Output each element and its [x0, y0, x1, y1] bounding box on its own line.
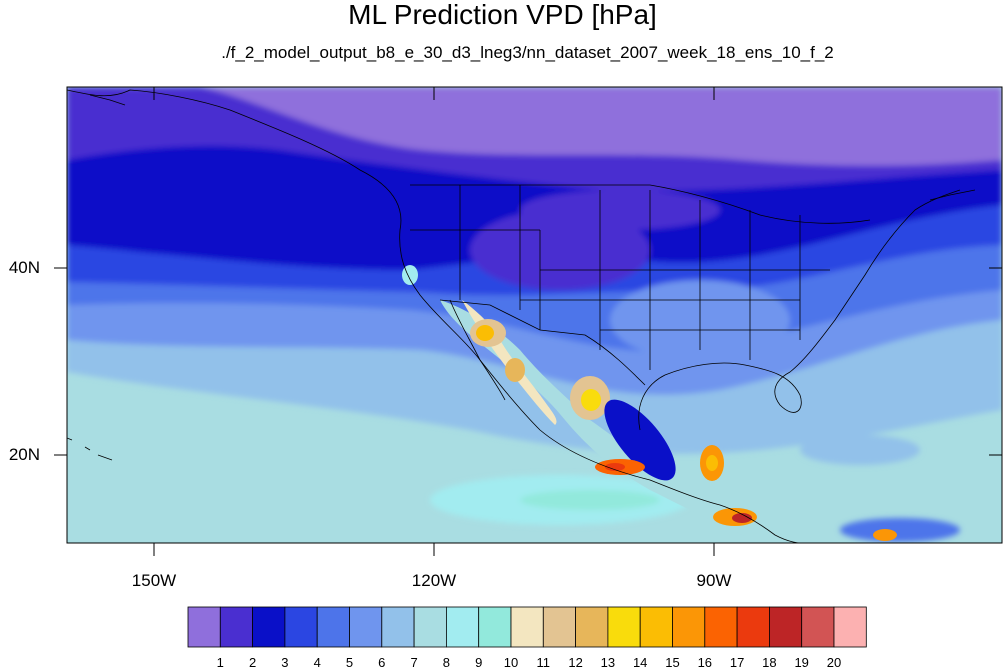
- colorbar-swatch: [187, 606, 221, 648]
- canada-islands: [89, 94, 976, 201]
- map-ticks: [54, 87, 1002, 556]
- vpd-band: [520, 190, 720, 230]
- colorbar-label: 20: [826, 655, 842, 670]
- colorbar-swatch: [445, 606, 480, 648]
- colorbar-swatch: [478, 606, 512, 648]
- vpd-band: [505, 358, 525, 382]
- colorbar-swatch: [510, 606, 544, 648]
- colorbar-label: 11: [536, 655, 551, 670]
- lon-label: 120W: [411, 571, 457, 590]
- vpd-band: [440, 300, 780, 543]
- vpd-band: [840, 518, 960, 542]
- lon-label: 90W: [696, 571, 732, 590]
- colorbar-swatch: [381, 606, 415, 648]
- colorbar-swatch: [639, 606, 673, 648]
- map-frame: [66, 86, 1003, 544]
- vpd-band: [732, 513, 752, 523]
- gulf-coastline: [638, 189, 961, 431]
- lat-label: 40N: [8, 258, 40, 277]
- vpd-band: [873, 529, 897, 541]
- colorbar-swatch: [252, 606, 286, 648]
- colorbar-swatch: [769, 606, 803, 648]
- vpd-band: [706, 455, 718, 471]
- colorbar-swatch: [736, 606, 770, 648]
- lon-label: 150W: [131, 571, 177, 590]
- colorbar-label: 13: [600, 655, 616, 670]
- us-mexico-border: [439, 299, 646, 386]
- vpd-band: [581, 389, 601, 411]
- map-title: ML Prediction VPD [hPa]: [348, 0, 657, 30]
- vpd-field: [67, 87, 1002, 543]
- colorbar-label: 15: [665, 655, 680, 670]
- colorbar-label: 10: [503, 655, 519, 670]
- colorbar-label: 14: [632, 655, 648, 670]
- colorbar-label: 19: [794, 655, 809, 670]
- colorbar-label: 1: [216, 655, 224, 670]
- colorbar-swatch: [833, 606, 867, 648]
- colorbar-swatch: [704, 606, 738, 648]
- colorbar-swatch: [219, 606, 254, 648]
- na-coastline: [67, 89, 801, 543]
- map-subtitle: ./f_2_model_output_b8_e_30_d3_lneg3/nn_d…: [221, 43, 834, 62]
- vpd-band: [402, 265, 418, 285]
- state-borders: [410, 185, 830, 370]
- vpd-map: [54, 86, 1003, 556]
- vpd-band: [70, 205, 330, 255]
- us-canada-border: [410, 184, 871, 224]
- colorbar-swatch: [801, 606, 835, 648]
- vpd-band: [520, 490, 660, 510]
- coastlines-and-borders: [67, 89, 976, 543]
- lat-label: 20N: [8, 445, 40, 464]
- colorbar-swatch: [284, 606, 318, 648]
- colorbar-label: 7: [410, 655, 418, 670]
- colorbar-swatch: [349, 606, 383, 648]
- baja-coastline: [449, 299, 506, 401]
- colorbar-label: 12: [568, 655, 583, 670]
- vpd-band: [476, 325, 494, 341]
- colorbar-label: 3: [281, 655, 289, 670]
- colorbar-label: 4: [313, 655, 321, 670]
- colorbar-swatch: [575, 606, 609, 648]
- colorbar-swatch: [316, 606, 350, 648]
- colorbar-label: 2: [248, 655, 257, 670]
- colorbar-label: 5: [345, 655, 354, 670]
- colorbar-label: 9: [475, 655, 483, 670]
- colorbar-swatch: [413, 606, 447, 648]
- vpd-band: [200, 87, 1002, 166]
- colorbar-label: 17: [729, 655, 745, 670]
- hawaii-islands: [67, 437, 113, 461]
- colorbar-swatch: [672, 606, 706, 648]
- colorbar-swatch: [607, 606, 641, 648]
- vpd-band: [604, 399, 676, 481]
- colorbar-label: 8: [442, 655, 450, 670]
- colorbar-label: 18: [762, 655, 777, 670]
- colorbar-label: 6: [378, 655, 386, 670]
- colorbar-label: 16: [697, 655, 713, 670]
- vpd-band: [800, 435, 920, 465]
- vpd-band: [605, 463, 625, 471]
- colorbar-swatch: [542, 606, 576, 648]
